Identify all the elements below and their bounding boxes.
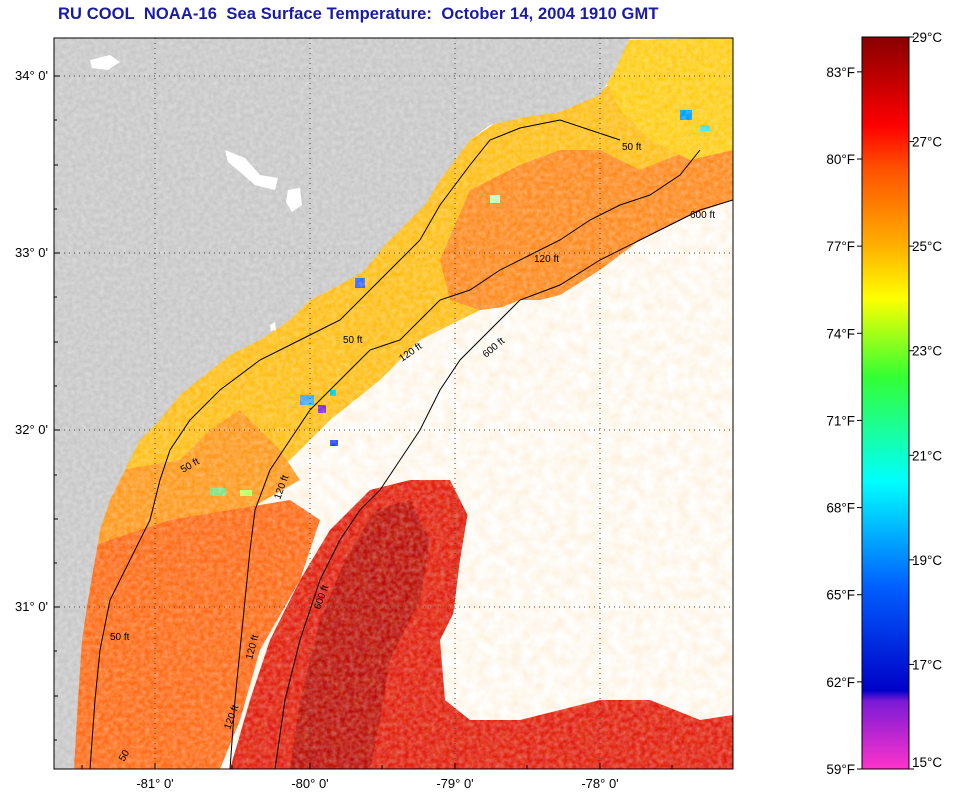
lat-tick-label: 31° 0' bbox=[15, 599, 48, 614]
lon-labels: -81° 0' -80° 0' -79° 0' -78° 0' bbox=[136, 776, 618, 791]
celsius-label: 25°C bbox=[912, 239, 942, 254]
lon-tick-label: -81° 0' bbox=[136, 776, 173, 791]
colorbar-ticks bbox=[857, 36, 914, 770]
fahrenheit-label: 59°F bbox=[826, 762, 855, 777]
isobath-50ft bbox=[89, 119, 621, 769]
lat-tick-label: 34° 0' bbox=[15, 68, 48, 83]
lon-tick-label: -80° 0' bbox=[291, 776, 328, 791]
isobath-label: 50 bbox=[117, 748, 132, 764]
graticule bbox=[54, 38, 733, 769]
fahrenheit-label: 80°F bbox=[826, 152, 855, 167]
fahrenheit-label: 83°F bbox=[826, 65, 855, 80]
isobath-label: 50 ft bbox=[343, 335, 363, 346]
celsius-label: 21°C bbox=[912, 448, 942, 463]
fahrenheit-label: 62°F bbox=[826, 675, 855, 690]
tick-marks bbox=[54, 75, 673, 769]
celsius-label: 29°C bbox=[912, 30, 942, 45]
isobath-label: 50 ft bbox=[622, 142, 642, 153]
colorbar-labels: 29°C 27°C 25°C 23°C 21°C 19°C 17°C 15°C 83°F 80°F… bbox=[826, 30, 942, 777]
fahrenheit-label: 65°F bbox=[826, 588, 855, 603]
celsius-label: 15°C bbox=[912, 755, 942, 770]
lon-tick-label: -79° 0' bbox=[436, 776, 473, 791]
celsius-label: 27°C bbox=[912, 135, 942, 150]
isobath-contours bbox=[89, 119, 733, 769]
fahrenheit-label: 74°F bbox=[826, 326, 855, 341]
colorbar-gradient bbox=[861, 36, 910, 770]
lat-tick-label: 32° 0' bbox=[15, 422, 48, 437]
isobath-label: 50 ft bbox=[110, 632, 130, 643]
isobath-120ft bbox=[229, 149, 701, 769]
celsius-label: 17°C bbox=[912, 657, 942, 672]
isobath-600ft bbox=[274, 199, 733, 769]
isobath-label: 120 ft bbox=[534, 254, 559, 265]
fahrenheit-label: 71°F bbox=[826, 413, 855, 428]
fahrenheit-label: 68°F bbox=[826, 501, 855, 516]
celsius-label: 19°C bbox=[912, 553, 942, 568]
chart-title: RU COOL NOAA-16 Sea Surface Temperature:… bbox=[58, 5, 659, 23]
isobath-label: 600 ft bbox=[690, 210, 715, 221]
lon-tick-label: -78° 0' bbox=[581, 776, 618, 791]
fahrenheit-label: 77°F bbox=[826, 239, 855, 254]
sst-map: 50 ft 120 ft 600 ft 50 ft 120 ft 600 ft … bbox=[15, 37, 734, 791]
celsius-label: 23°C bbox=[912, 344, 942, 359]
map-frame bbox=[53, 37, 734, 770]
lat-tick-label: 33° 0' bbox=[15, 245, 48, 260]
lat-labels: 34° 0' 33° 0' 32° 0' 31° 0' bbox=[15, 68, 48, 614]
